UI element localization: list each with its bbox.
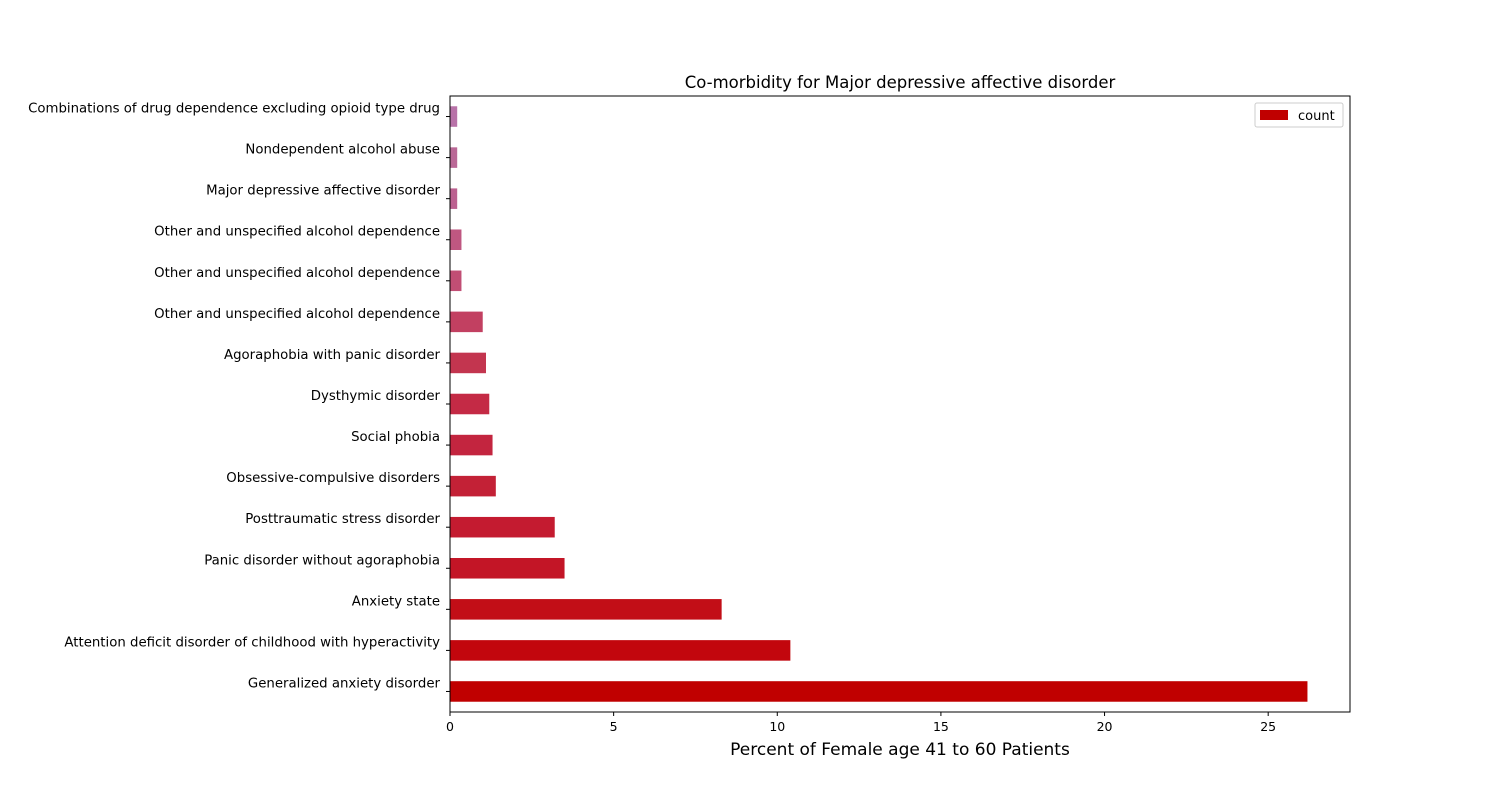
category-label-10: Other and unspecified alcohol dependence — [154, 266, 440, 281]
bar-0 — [450, 681, 1308, 702]
category-label-11: Other and unspecified alcohol dependence — [154, 225, 440, 240]
bar-12 — [450, 188, 458, 209]
x-ticks: 0 5 10 15 20 25 — [446, 712, 1276, 734]
x-axis-label: Percent of Female age 41 to 60 Patients — [730, 740, 1070, 760]
bar-6 — [450, 434, 493, 456]
y-tick-marks — [446, 116, 450, 692]
bars-group — [450, 106, 1308, 702]
bar-13 — [450, 147, 458, 168]
x-tick-label-5: 25 — [1260, 719, 1276, 734]
category-label-12: Major depressive affective disorder — [206, 184, 440, 199]
category-labels: Generalized anxiety disorder Attention de… — [28, 102, 440, 692]
bar-10 — [450, 270, 462, 292]
category-label-9: Other and unspecified alcohol dependence — [154, 307, 440, 322]
bar-11 — [450, 229, 462, 250]
category-label-5: Obsessive-compulsive disorders — [226, 471, 440, 486]
category-label-7: Dysthymic disorder — [311, 389, 441, 404]
category-label-0: Generalized anxiety disorder — [248, 676, 441, 691]
bar-8 — [450, 352, 486, 374]
category-label-6: Social phobia — [351, 430, 440, 445]
category-label-2: Anxiety state — [352, 594, 440, 609]
category-label-14: Combinations of drug dependence excludin… — [28, 102, 440, 117]
legend: count — [1254, 102, 1344, 128]
category-label-3: Panic disorder without agoraphobia — [204, 553, 440, 568]
category-label-1: Attention deficit disorder of childhood … — [64, 635, 440, 650]
x-tick-label-2: 10 — [769, 719, 785, 734]
x-tick-label-4: 20 — [1097, 719, 1113, 734]
legend-entry-count: count — [1298, 109, 1335, 124]
legend-swatch — [1260, 110, 1288, 120]
category-label-8: Agoraphobia with panic disorder — [224, 348, 441, 363]
bar-7 — [450, 393, 490, 415]
legend-box — [1254, 102, 1344, 128]
category-label-13: Nondependent alcohol abuse — [245, 143, 440, 158]
x-tick-label-0: 0 — [446, 719, 454, 734]
plot-frame — [449, 95, 1351, 713]
bar-5 — [450, 475, 496, 497]
x-tick-label-1: 5 — [610, 719, 618, 734]
bar-14 — [450, 106, 458, 127]
bar-3 — [450, 558, 565, 579]
bar-9 — [450, 311, 483, 333]
chart-title: Co-morbidity for Major depressive affect… — [685, 73, 1116, 92]
bar-4 — [450, 516, 555, 538]
x-tick-label-3: 15 — [933, 719, 949, 734]
category-label-4: Posttraumatic stress disorder — [245, 512, 440, 527]
bar-1 — [450, 640, 791, 661]
bar-2 — [450, 599, 722, 620]
